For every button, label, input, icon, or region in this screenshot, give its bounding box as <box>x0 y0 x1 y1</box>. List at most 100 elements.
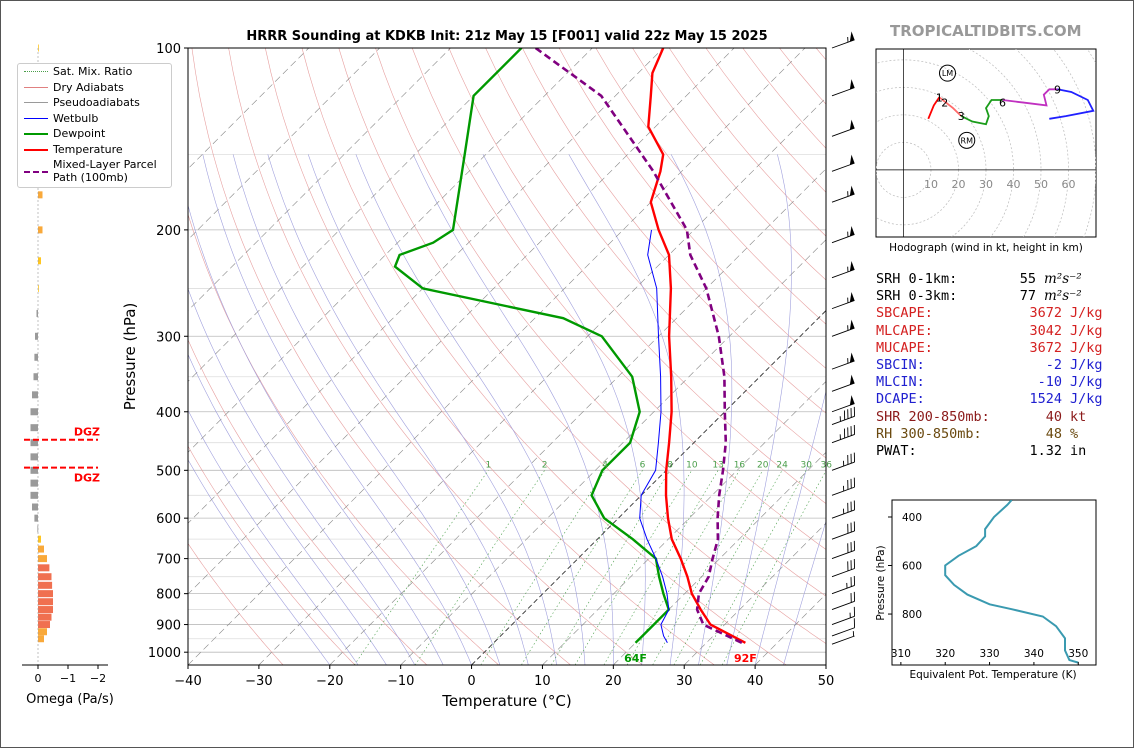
mixing-ratio-line <box>354 470 489 665</box>
stat-value: 77 <box>1019 288 1036 305</box>
mixing-ratio-line <box>603 470 719 665</box>
theta-e-y-tick-label: 600 <box>902 561 922 573</box>
legend-label: Sat. Mix. Ratio <box>53 65 133 78</box>
theta-e-x-tick-label: 340 <box>1024 648 1044 660</box>
wind-barb <box>831 575 856 595</box>
legend-item: Mixed-Layer Parcel Path (100mb) <box>18 157 171 187</box>
stat-label: SBCAPE: <box>876 305 933 322</box>
hodograph-ring-label: 40 <box>1007 178 1021 191</box>
isotherm-line <box>188 48 806 665</box>
legend-swatch <box>24 117 48 119</box>
brand-label: TROPICALTIDBITS.COM <box>890 22 1082 40</box>
legend-label: Dewpoint <box>53 127 106 140</box>
y-tick-label: 400 <box>156 406 181 421</box>
mixing-ratio-label: 1 <box>485 460 491 470</box>
stat-row: MLCAPE: 3042 J/kg <box>876 322 1103 340</box>
stat-unit: J/kg <box>1070 374 1103 391</box>
hodograph-segment <box>938 96 962 117</box>
omega-bar <box>38 621 50 629</box>
mixing-ratio-line <box>652 470 763 665</box>
omega-bar <box>30 491 38 499</box>
moist-adiabat-line <box>188 288 416 665</box>
stat-unit: % <box>1070 425 1079 442</box>
omega-bar <box>30 424 38 432</box>
omega-tick-label: 0 <box>35 672 42 685</box>
stat-label: SHR 200-850mb: <box>876 408 990 425</box>
theta-e-x-tick-label: 350 <box>1068 648 1088 660</box>
omega-bar <box>38 44 39 52</box>
isotherm-line <box>329 168 826 665</box>
wind-barb <box>831 319 855 337</box>
stat-row: MUCAPE: 3672 J/kg <box>876 339 1103 357</box>
profile-wetbulb <box>639 229 670 644</box>
wind-barb <box>831 606 856 625</box>
mixing-ratio-line <box>721 470 826 665</box>
wind-barb <box>831 185 855 203</box>
stat-value: -2 <box>1045 356 1062 373</box>
hodograph-segment <box>1002 88 1058 107</box>
theta-e-x-tick-label: 320 <box>935 648 955 660</box>
hodograph-ring-label: 10 <box>924 178 938 191</box>
omega-bar <box>38 564 50 572</box>
stats-table: SRH 0-1km: 55 m²s⁻² SRH 0-3km: 77 m²s⁻² SBCAPE… <box>876 271 1103 460</box>
theta-e-panel: 310 320 330 340 350 400 600 800 Equivalent Pot. … <box>875 499 1097 681</box>
moist-adiabat-line <box>188 459 331 665</box>
stat-label: MUCAPE: <box>876 339 933 356</box>
legend-label: Pseudoadiabats <box>53 96 140 109</box>
theta-e-x-tick-label: 330 <box>980 648 1000 660</box>
moist-adiabat-line <box>267 154 529 665</box>
legend-item: Pseudoadiabats <box>18 95 171 111</box>
omega-tick-label: −1 <box>60 672 76 685</box>
y-axis-label: Pressure (hPa) <box>121 303 139 411</box>
x-tick-label: −10 <box>387 674 414 689</box>
isotherm-line <box>400 239 826 665</box>
theta-e-profile <box>944 500 1079 664</box>
wind-barb <box>831 424 856 444</box>
stat-unit: in <box>1070 442 1087 459</box>
x-tick-label: 40 <box>747 674 764 689</box>
stat-row: MLCIN: -10 J/kg <box>876 374 1103 391</box>
theta-e-x-label: Equivalent Pot. Temperature (K) <box>909 669 1076 681</box>
legend-label: Wetbulb <box>53 111 99 125</box>
omega-bar <box>38 628 47 636</box>
isotherm-line <box>188 48 735 595</box>
stat-row: SBCIN: -2 J/kg <box>876 356 1103 374</box>
stat-label: PWAT: <box>876 442 917 459</box>
omega-bar <box>33 373 38 381</box>
omega-bar <box>38 573 52 581</box>
mixing-ratio-label: 8 <box>667 460 673 470</box>
hodograph-ring-label: 60 <box>1062 178 1076 191</box>
isotherm-line <box>188 48 664 524</box>
wind-barb <box>831 119 855 137</box>
legend-item: Dry Adiabats <box>18 80 171 96</box>
mixing-ratio-label: 6 <box>640 460 646 470</box>
theta-e-y-label: Pressure (hPa) <box>875 545 887 620</box>
stat-row: PWAT: 1.32 in <box>876 443 1096 460</box>
mixing-ratio-label: 2 <box>542 460 548 470</box>
stat-value: 3672 <box>1029 339 1062 356</box>
stat-unit: m²s⁻² <box>1044 288 1082 305</box>
profile-temperature <box>647 48 746 644</box>
stat-label: MLCIN: <box>876 374 925 391</box>
omega-bar <box>38 555 47 563</box>
stat-label: MLCAPE: <box>876 322 933 339</box>
y-tick-label: 700 <box>156 553 181 568</box>
legend-swatch <box>24 86 48 88</box>
wind-barb <box>831 540 856 560</box>
stat-label: SRH 0-3km: <box>876 288 958 305</box>
stat-value: 3042 <box>1029 322 1062 339</box>
moist-adiabat-line <box>355 154 586 665</box>
isotherm-line <box>258 97 826 665</box>
legend-item: Wetbulb <box>18 111 171 127</box>
wind-barb <box>831 631 855 645</box>
wind-barb <box>831 521 856 540</box>
skewt-plot: 1 2 4 6 8 10 13 16 20 24 30 36100200300400500600700… <box>121 29 856 710</box>
legend-swatch <box>24 171 48 173</box>
stat-row: SHR 200-850mb: 40 kt <box>876 409 1096 426</box>
chart-title: HRRR Sounding at KDKB Init: 21z May 15 [… <box>246 29 767 44</box>
omega-tick-label: −2 <box>90 672 106 685</box>
profile-mixed-layer-parcel-path-100mb- <box>534 48 743 644</box>
wind-barb <box>831 452 856 471</box>
mixing-ratio-line <box>521 470 643 665</box>
